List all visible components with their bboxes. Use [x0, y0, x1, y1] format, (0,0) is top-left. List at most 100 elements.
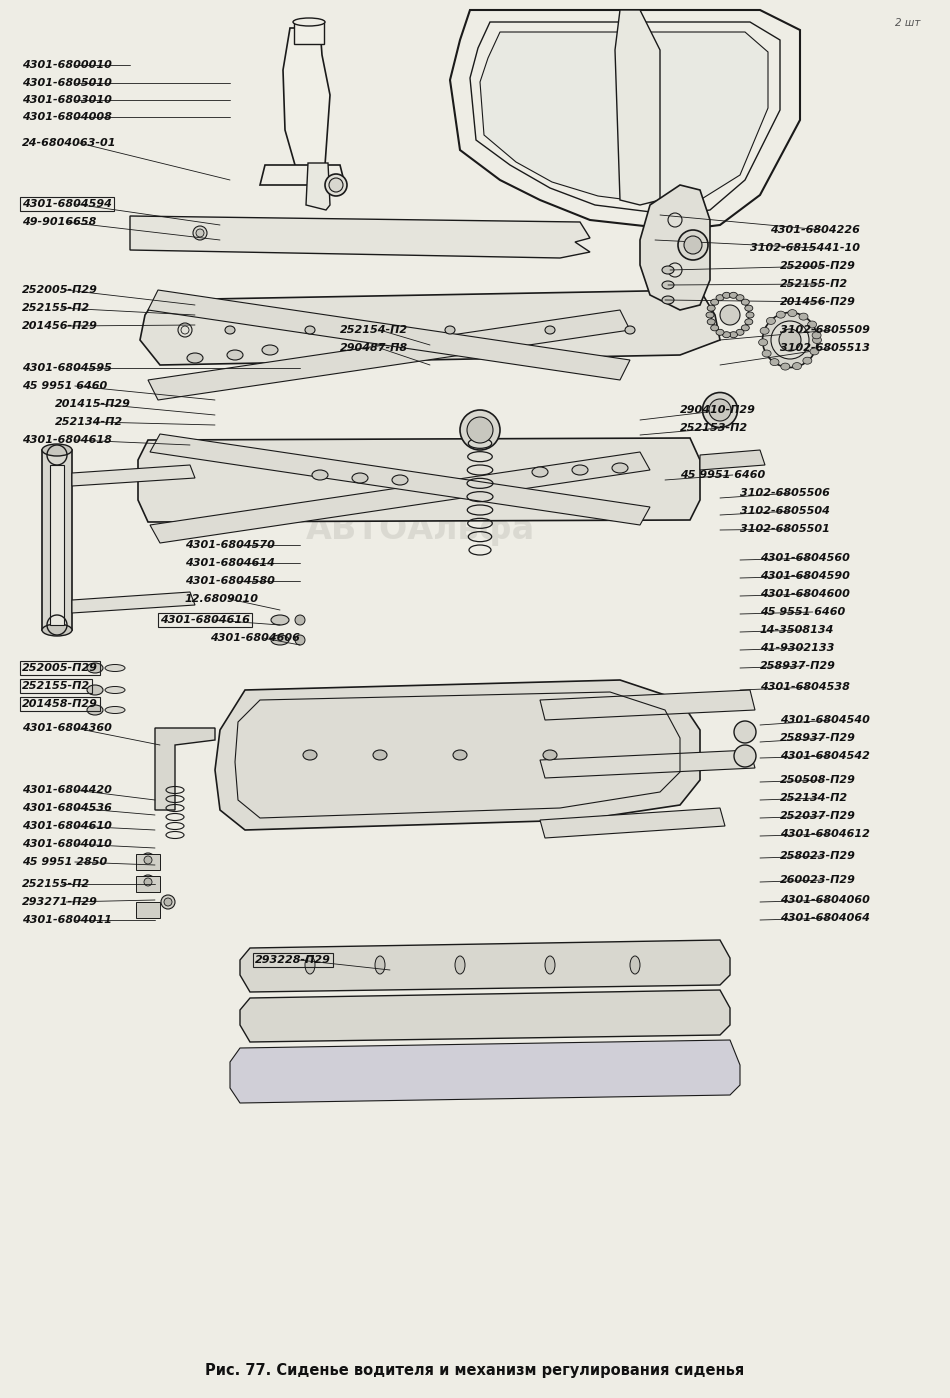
Text: 258937-П29: 258937-П29: [760, 661, 836, 671]
Text: 252134-П2: 252134-П2: [55, 417, 124, 426]
Text: 12.6809010: 12.6809010: [185, 594, 259, 604]
Ellipse shape: [227, 350, 243, 361]
Text: 4301-6804595: 4301-6804595: [22, 363, 112, 373]
Text: 252153-П2: 252153-П2: [680, 424, 749, 433]
Text: 201458-П29: 201458-П29: [22, 699, 98, 709]
Ellipse shape: [736, 330, 744, 336]
Ellipse shape: [375, 956, 385, 974]
Ellipse shape: [105, 664, 125, 671]
Ellipse shape: [87, 663, 103, 672]
Text: 201456-П29: 201456-П29: [22, 322, 98, 331]
Ellipse shape: [545, 326, 555, 334]
Text: 3102-6815441-10: 3102-6815441-10: [750, 243, 860, 253]
Ellipse shape: [373, 749, 387, 761]
Ellipse shape: [745, 319, 752, 324]
Ellipse shape: [723, 331, 731, 338]
Ellipse shape: [312, 470, 328, 480]
Ellipse shape: [799, 313, 808, 320]
Text: 252005-П29: 252005-П29: [22, 285, 98, 295]
Text: 252037-П29: 252037-П29: [780, 811, 856, 821]
Text: 201415-П29: 201415-П29: [55, 398, 131, 410]
Text: 293228-П29: 293228-П29: [255, 955, 331, 965]
Text: 3102-6805504: 3102-6805504: [740, 506, 830, 516]
Text: 252154-П2: 252154-П2: [340, 324, 408, 336]
Ellipse shape: [812, 337, 822, 344]
Text: 3102-6805513: 3102-6805513: [780, 343, 870, 354]
Text: 260023-П29: 260023-П29: [780, 875, 856, 885]
Ellipse shape: [788, 309, 797, 316]
Text: 3102-6805501: 3102-6805501: [740, 524, 830, 534]
Polygon shape: [640, 185, 710, 310]
Text: 4301-6800010: 4301-6800010: [22, 60, 112, 70]
Text: 14-3508134: 14-3508134: [760, 625, 834, 635]
Text: 252005-П29: 252005-П29: [780, 261, 856, 271]
Text: 4301-6804064: 4301-6804064: [780, 913, 870, 923]
Ellipse shape: [741, 324, 750, 331]
Polygon shape: [215, 679, 700, 830]
Text: 4301-6804618: 4301-6804618: [22, 435, 112, 445]
Text: 4301-6804610: 4301-6804610: [22, 821, 112, 830]
Ellipse shape: [196, 229, 204, 238]
Bar: [136, 902, 160, 918]
Ellipse shape: [810, 348, 819, 355]
Bar: [42, 450, 72, 630]
Text: 4301-6803010: 4301-6803010: [22, 95, 112, 105]
Polygon shape: [240, 990, 730, 1042]
Text: 290410-П29: 290410-П29: [680, 405, 756, 415]
Ellipse shape: [630, 956, 640, 974]
Ellipse shape: [745, 305, 752, 312]
Ellipse shape: [305, 326, 315, 334]
Bar: [294, 22, 324, 43]
Ellipse shape: [771, 322, 809, 359]
Text: 4301-6805010: 4301-6805010: [22, 78, 112, 88]
Polygon shape: [450, 10, 800, 231]
Ellipse shape: [711, 324, 719, 331]
Ellipse shape: [776, 312, 786, 319]
Polygon shape: [150, 452, 650, 542]
Ellipse shape: [305, 956, 315, 974]
Polygon shape: [150, 433, 650, 526]
Ellipse shape: [295, 615, 305, 625]
Ellipse shape: [532, 467, 548, 477]
Ellipse shape: [271, 635, 289, 644]
Text: 4301-6804616: 4301-6804616: [160, 615, 250, 625]
Ellipse shape: [392, 475, 408, 485]
Ellipse shape: [144, 878, 152, 886]
Ellipse shape: [193, 226, 207, 240]
Ellipse shape: [87, 705, 103, 714]
Text: 4301-6804060: 4301-6804060: [780, 895, 870, 905]
Ellipse shape: [303, 749, 317, 761]
Ellipse shape: [144, 856, 152, 864]
Ellipse shape: [662, 296, 674, 303]
Text: 3102-6805509: 3102-6805509: [780, 324, 870, 336]
Ellipse shape: [770, 359, 779, 366]
Ellipse shape: [141, 853, 155, 867]
Polygon shape: [130, 217, 590, 259]
Text: 4301-6804606: 4301-6804606: [210, 633, 300, 643]
Ellipse shape: [741, 299, 750, 305]
Text: 4301-6804590: 4301-6804590: [760, 570, 850, 582]
Ellipse shape: [271, 615, 289, 625]
Ellipse shape: [460, 410, 500, 450]
Ellipse shape: [734, 745, 756, 768]
Ellipse shape: [792, 362, 802, 369]
Ellipse shape: [730, 292, 737, 298]
Ellipse shape: [141, 875, 155, 889]
Ellipse shape: [684, 236, 702, 254]
Ellipse shape: [716, 330, 724, 336]
Text: 290487-П8: 290487-П8: [340, 343, 408, 354]
Text: 45 9951 2850: 45 9951 2850: [22, 857, 107, 867]
Ellipse shape: [293, 18, 325, 27]
Text: 4301-6804226: 4301-6804226: [770, 225, 860, 235]
Text: 258023-П29: 258023-П29: [780, 851, 856, 861]
Text: 252134-П2: 252134-П2: [780, 793, 848, 802]
Ellipse shape: [187, 354, 203, 363]
Polygon shape: [72, 466, 195, 487]
Ellipse shape: [329, 178, 343, 192]
Text: 293271-П29: 293271-П29: [22, 898, 98, 907]
Ellipse shape: [803, 356, 812, 365]
Text: 4301-6804011: 4301-6804011: [22, 916, 112, 925]
Polygon shape: [260, 165, 345, 185]
Ellipse shape: [702, 393, 737, 428]
Text: 49-9016658: 49-9016658: [22, 217, 96, 226]
